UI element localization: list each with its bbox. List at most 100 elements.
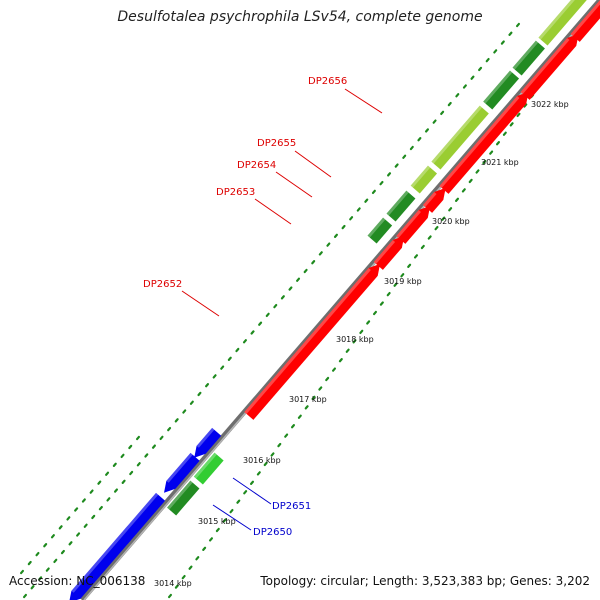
tick-dot xyxy=(475,169,480,174)
tick-dot xyxy=(440,110,445,116)
feature-lightgreen-top-b xyxy=(538,0,587,46)
tick-dot xyxy=(372,310,378,316)
pointer-dp2654 xyxy=(275,171,313,198)
tick-dot xyxy=(284,433,289,438)
tick-dot xyxy=(182,409,187,414)
tick-dot xyxy=(515,22,521,28)
tick-dot xyxy=(167,593,173,599)
tick-dot xyxy=(60,549,65,555)
tick-dot xyxy=(273,303,278,309)
tick-dot xyxy=(280,295,285,300)
tick-dot-row-lower xyxy=(167,27,583,599)
tick-dot-row-upper xyxy=(22,22,521,599)
tick-dot xyxy=(500,40,505,45)
tick-dot xyxy=(112,462,117,467)
gene-label-dp2653: DP2653 xyxy=(216,187,255,198)
tick-dot xyxy=(215,527,220,533)
feature-red-dp2656 xyxy=(439,91,529,194)
tick-dot xyxy=(447,101,452,107)
tick-dot xyxy=(174,418,179,423)
feature-red-dp2654 xyxy=(396,205,431,244)
gene-label-dp2652: DP2652 xyxy=(143,279,182,290)
tick-dot xyxy=(441,216,446,221)
tick-dot xyxy=(105,471,110,476)
tick-dot xyxy=(297,414,302,419)
tick-dot xyxy=(265,312,270,318)
scale-label-3021: 3021 kbp xyxy=(481,158,519,167)
scale-labels: 3014 kbp 3015 kbp 3016 kbp 3017 kbp 3018… xyxy=(154,100,569,588)
tick-dot xyxy=(19,569,25,575)
tick-dot xyxy=(235,347,240,353)
tick-dot xyxy=(359,329,364,335)
feature-lightgreen-dp2654 xyxy=(410,165,438,194)
tick-dot xyxy=(197,391,202,397)
pointer-dp2650 xyxy=(212,504,252,531)
tick-dot xyxy=(58,525,63,530)
tick-dot xyxy=(159,435,164,441)
scale-label-3020: 3020 kbp xyxy=(432,217,470,226)
feature-red-top-a xyxy=(520,33,579,100)
tick-dot xyxy=(277,442,282,448)
tick-dot xyxy=(407,263,412,268)
gene-label-dp2654: DP2654 xyxy=(237,160,276,171)
tick-dot xyxy=(135,435,141,441)
tick-dot xyxy=(427,235,432,240)
gene-label-dp2655: DP2655 xyxy=(257,138,296,149)
tick-dot xyxy=(352,339,357,344)
feature-green-dp2652-region xyxy=(367,217,393,244)
tick-dot xyxy=(114,488,119,493)
tick-dot xyxy=(288,286,293,291)
feature-green-dp2656 xyxy=(483,70,520,110)
tick-dot xyxy=(420,244,425,250)
tick-dot xyxy=(454,197,460,202)
tick-dot xyxy=(66,516,71,521)
tick-dot xyxy=(129,470,134,476)
tick-dot xyxy=(400,273,405,278)
feature-red-dp2652 xyxy=(244,263,381,420)
tick-dot xyxy=(502,131,507,136)
tick-dot xyxy=(151,444,156,449)
tick-dot xyxy=(249,480,255,485)
tick-dot xyxy=(181,574,186,580)
tick-dot xyxy=(22,593,28,599)
tick-dot xyxy=(371,189,376,195)
feature-red-dp2655 xyxy=(423,187,446,213)
genome-summary-text: Topology: circular; Length: 3,523,383 bp… xyxy=(260,574,590,588)
tick-dot xyxy=(304,405,309,410)
pointer-dp2653 xyxy=(254,198,292,225)
tick-dot xyxy=(227,356,232,361)
scale-label-3015: 3015 kbp xyxy=(198,517,236,526)
gene-label-dp2651: DP2651 xyxy=(272,501,311,512)
tick-dot xyxy=(35,551,40,557)
tick-dot xyxy=(432,119,437,124)
tick-dot xyxy=(43,543,48,548)
map-title: Desulfotalea psychrophila LSv54, complet… xyxy=(117,9,483,25)
feature-blue-small xyxy=(194,427,222,458)
feature-track xyxy=(69,0,600,600)
tick-dot xyxy=(250,330,255,335)
label-pointers xyxy=(181,88,383,531)
tick-dot xyxy=(89,489,94,494)
tick-dot xyxy=(509,122,514,127)
tick-dot xyxy=(76,532,81,537)
tick-dot xyxy=(83,523,88,528)
tick-dot xyxy=(448,207,453,212)
gene-labels: DP2656 DP2655 DP2654 DP2653 DP2652 DP265… xyxy=(143,76,347,538)
tick-dot xyxy=(424,128,429,133)
gene-label-dp2656: DP2656 xyxy=(308,76,347,87)
tick-dot xyxy=(68,541,73,546)
tick-dot xyxy=(417,137,422,142)
tick-dot xyxy=(106,497,111,502)
tick-dot xyxy=(331,367,337,372)
tick-dot xyxy=(121,479,126,484)
tick-dot xyxy=(98,505,103,511)
tick-dot xyxy=(208,537,214,542)
tick-dot xyxy=(120,453,125,459)
tick-dot xyxy=(263,461,268,467)
pointer-dp2651 xyxy=(232,477,272,505)
tick-dot xyxy=(220,365,225,370)
pointer-dp2652 xyxy=(181,290,220,317)
tick-dot xyxy=(523,103,528,108)
